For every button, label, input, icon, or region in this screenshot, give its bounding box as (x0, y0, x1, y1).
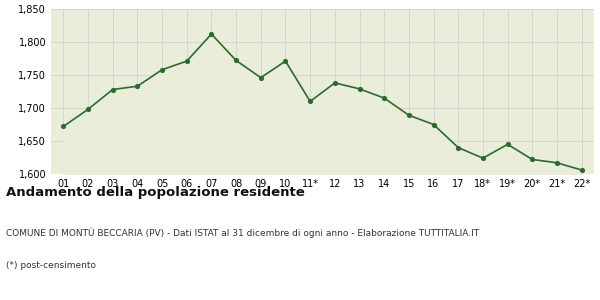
Point (182, 59, 191, 64)
Point (478, 156, 488, 161)
Point (157, 67, 167, 72)
Point (454, 145, 463, 150)
Point (503, 142, 512, 147)
Text: COMUNE DI MONTÙ BECCARIA (PV) - Dati ISTAT al 31 dicembre di ogni anno - Elabora: COMUNE DI MONTÙ BECCARIA (PV) - Dati IST… (6, 228, 479, 238)
Point (232, 58, 241, 63)
Point (379, 96, 389, 100)
Point (108, 87, 118, 92)
Text: (*) post-censimento: (*) post-censimento (6, 261, 96, 270)
Point (330, 80, 340, 85)
Point (83, 107, 93, 112)
Point (577, 168, 586, 172)
Point (429, 122, 439, 127)
Point (281, 59, 290, 64)
Point (527, 157, 537, 162)
Point (59, 124, 68, 129)
Point (305, 99, 315, 104)
Point (552, 160, 562, 165)
Point (355, 86, 364, 91)
Text: Andamento della popolazione residente: Andamento della popolazione residente (6, 186, 305, 199)
Point (404, 113, 413, 118)
Point (256, 75, 266, 80)
Point (133, 84, 142, 88)
Point (206, 32, 216, 37)
